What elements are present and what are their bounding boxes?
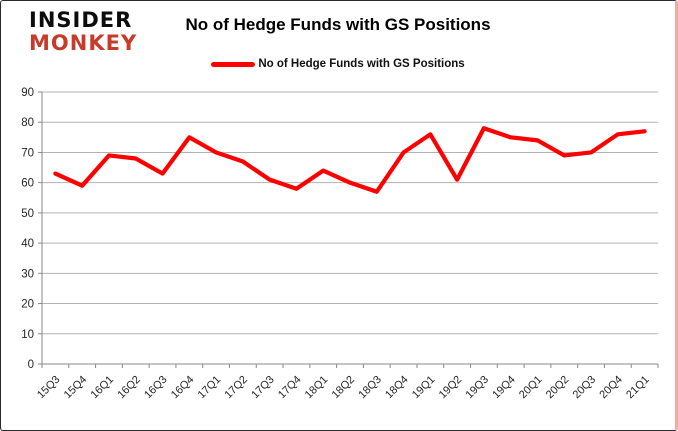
svg-text:10: 10 (21, 329, 34, 341)
svg-text:60: 60 (21, 178, 34, 190)
svg-text:30: 30 (21, 268, 34, 280)
legend-line-marker (211, 61, 256, 67)
svg-text:18Q2: 18Q2 (330, 374, 358, 402)
svg-text:20Q1: 20Q1 (517, 374, 545, 402)
svg-text:18Q4: 18Q4 (383, 374, 411, 402)
chart-title: No of Hedge Funds with GS Positions (185, 15, 491, 34)
legend-label: No of Hedge Funds with GS Positions (258, 58, 465, 70)
insider-monkey-logo: INSIDER MONKEY (29, 10, 137, 54)
svg-text:15Q3: 15Q3 (35, 374, 63, 402)
svg-text:15Q4: 15Q4 (62, 374, 90, 402)
svg-text:80: 80 (21, 117, 34, 129)
chart-legend: No of Hedge Funds with GS Positions (1, 58, 675, 70)
svg-text:20Q4: 20Q4 (597, 374, 625, 402)
svg-text:19Q4: 19Q4 (490, 374, 518, 402)
logo-line2: MONKEY (29, 31, 138, 55)
svg-text:40: 40 (21, 238, 34, 250)
svg-text:16Q1: 16Q1 (89, 374, 117, 402)
svg-text:20Q2: 20Q2 (544, 374, 572, 402)
svg-text:90: 90 (21, 87, 34, 99)
svg-text:16Q2: 16Q2 (115, 374, 143, 402)
logo-line1: INSIDER (29, 8, 133, 32)
svg-text:0: 0 (28, 359, 34, 371)
svg-text:17Q3: 17Q3 (249, 374, 277, 402)
svg-text:17Q4: 17Q4 (276, 374, 304, 402)
svg-text:18Q3: 18Q3 (356, 374, 384, 402)
svg-text:50: 50 (21, 208, 34, 220)
svg-text:19Q2: 19Q2 (437, 374, 465, 402)
svg-text:17Q2: 17Q2 (222, 374, 250, 402)
svg-text:19Q3: 19Q3 (464, 374, 492, 402)
svg-text:21Q1: 21Q1 (624, 374, 652, 402)
svg-text:20Q3: 20Q3 (571, 374, 599, 402)
svg-text:70: 70 (21, 147, 34, 159)
svg-text:18Q1: 18Q1 (303, 374, 331, 402)
svg-text:19Q1: 19Q1 (410, 374, 438, 402)
svg-text:20: 20 (21, 299, 34, 311)
svg-text:16Q3: 16Q3 (142, 374, 170, 402)
svg-text:17Q1: 17Q1 (196, 374, 224, 402)
svg-text:16Q4: 16Q4 (169, 374, 197, 402)
